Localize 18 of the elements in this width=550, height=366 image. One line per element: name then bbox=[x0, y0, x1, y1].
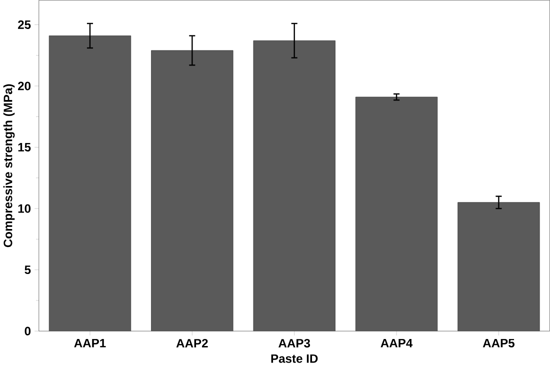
bar bbox=[458, 202, 540, 331]
x-tick-label: AAP2 bbox=[176, 338, 208, 348]
x-tick-label: AAP3 bbox=[278, 338, 310, 348]
x-tick-label: AAP5 bbox=[482, 338, 514, 348]
y-tick-label: 20 bbox=[18, 82, 31, 90]
bar bbox=[48, 35, 132, 331]
x-axis-title: Paste ID bbox=[271, 354, 318, 363]
y-tick-label: 25 bbox=[18, 20, 31, 29]
y-tick-label: 10 bbox=[18, 204, 31, 213]
y-tick-label: 5 bbox=[24, 265, 31, 274]
y-tick-label: 0 bbox=[24, 326, 31, 336]
y-axis-title: Compressive strength (MPa) bbox=[3, 84, 15, 248]
bar bbox=[253, 40, 336, 331]
x-tick-label: AAP1 bbox=[74, 338, 106, 348]
bar bbox=[355, 96, 438, 331]
y-tick-label: 15 bbox=[18, 142, 31, 152]
x-tick-label: AAP4 bbox=[380, 338, 413, 348]
bar bbox=[151, 50, 234, 331]
